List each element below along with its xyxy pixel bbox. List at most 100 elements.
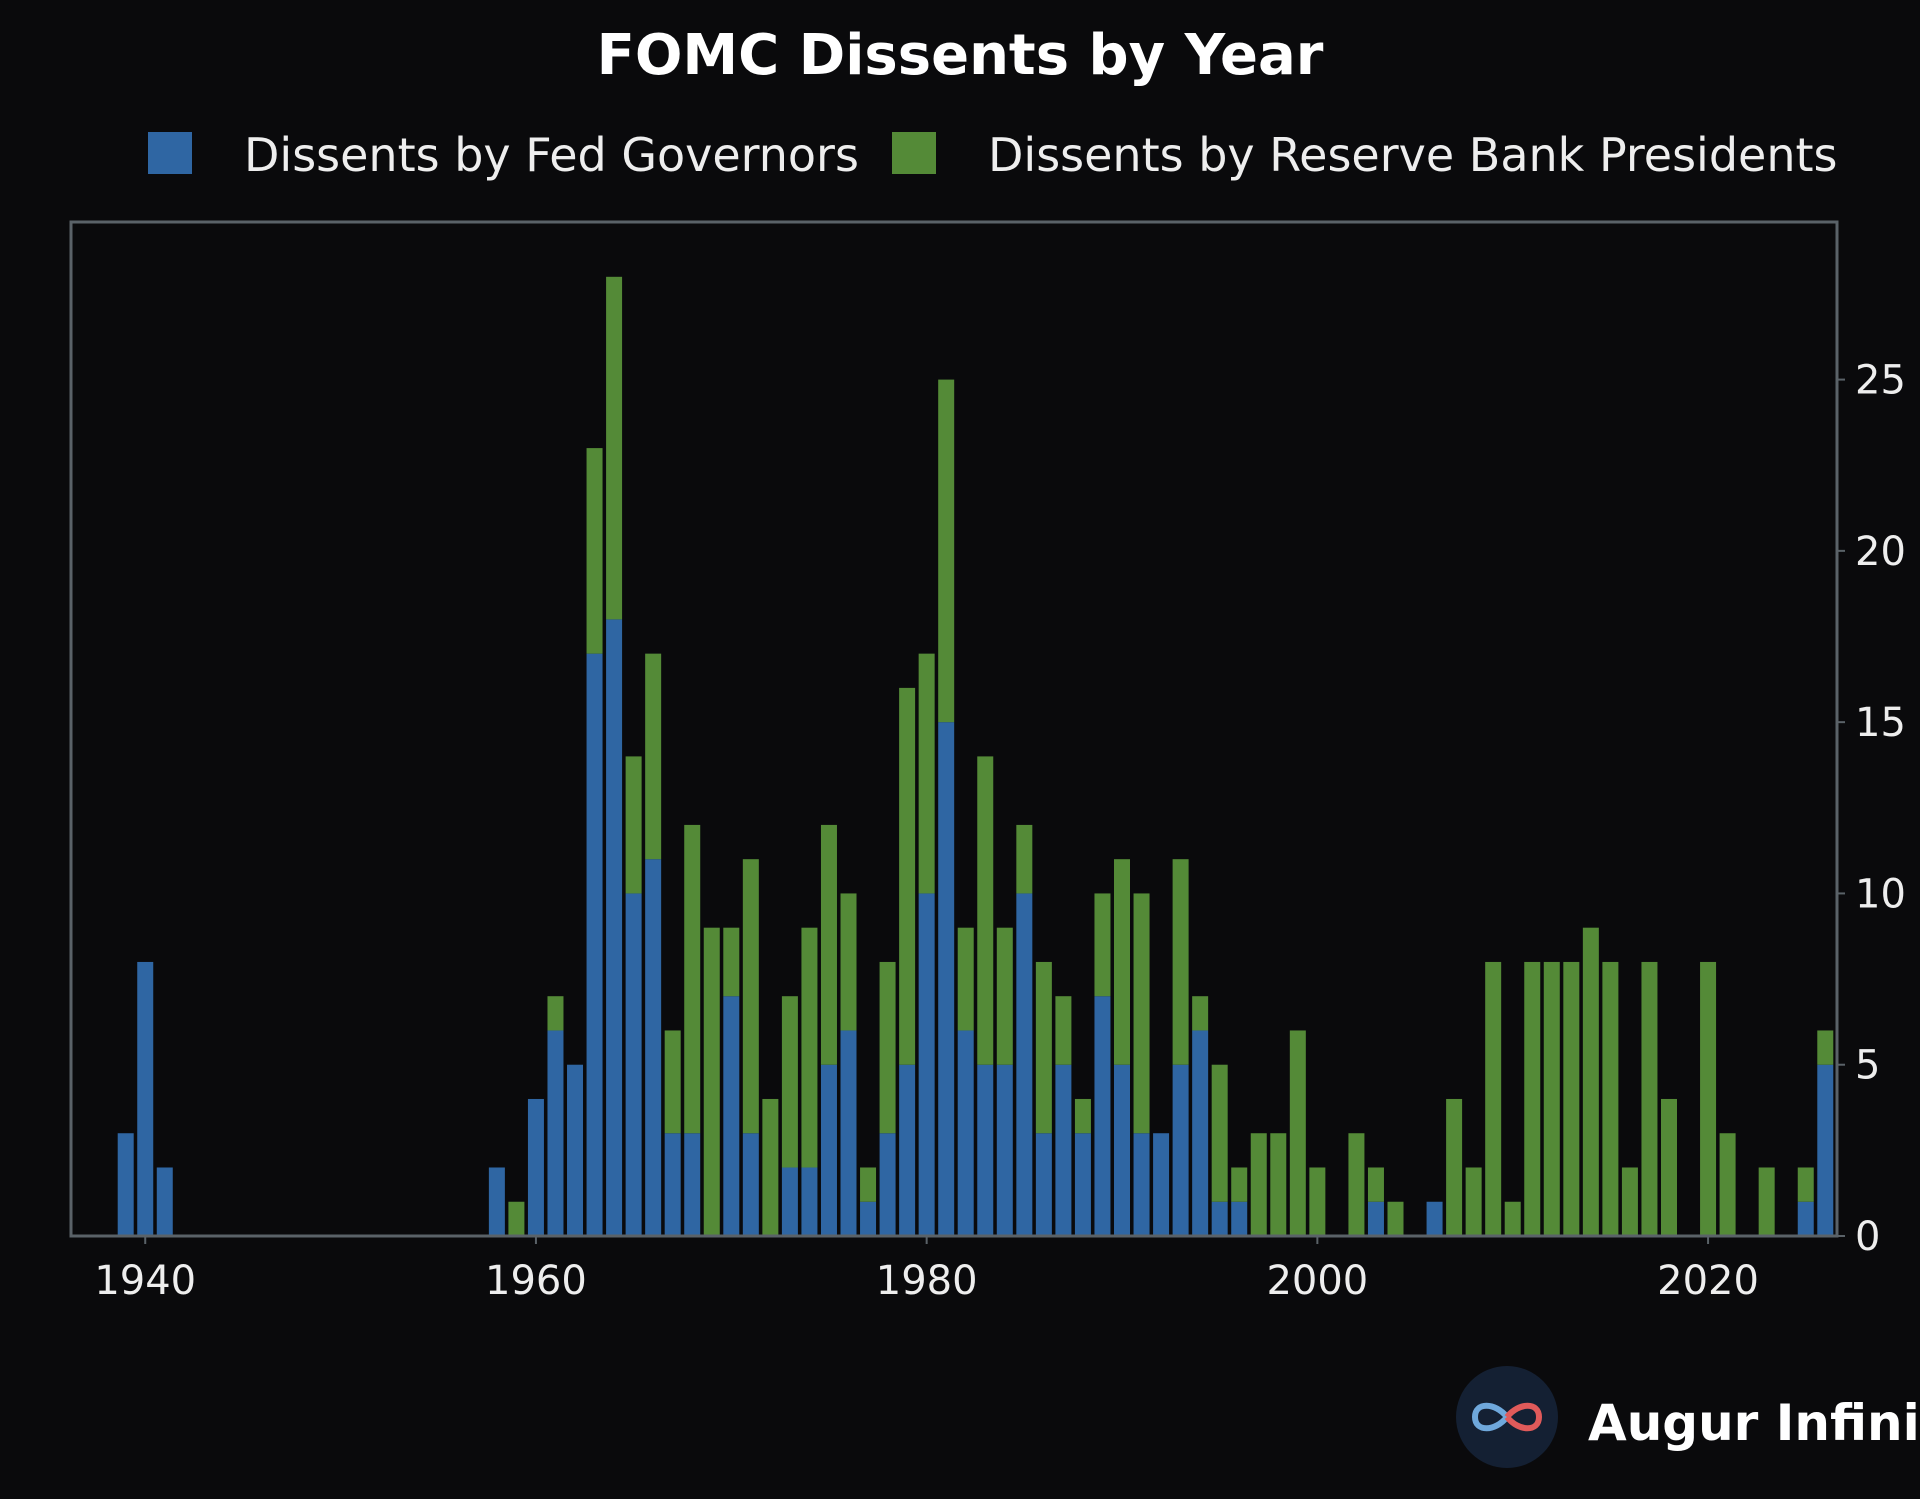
bar-presidents-1959: [508, 1201, 525, 1236]
bar-presidents-2009: [1485, 961, 1502, 1236]
legend-swatch-governors: [148, 132, 192, 174]
bar-governors-1940: [137, 961, 154, 1236]
bar-governors-1984: [996, 1064, 1013, 1236]
bar-presidents-2018: [1660, 1098, 1677, 1236]
bar-presidents-2007: [1446, 1098, 1463, 1236]
bar-governors-1963: [586, 653, 603, 1236]
bar-governors-1995: [1211, 1201, 1228, 1236]
bar-presidents-2014: [1582, 927, 1599, 1236]
bar-governors-1986: [1035, 1133, 1052, 1236]
bar-presidents-2008: [1465, 1167, 1482, 1236]
bar-governors-1962: [567, 1064, 584, 1236]
bar-presidents-2025: [1797, 1167, 1814, 1202]
bar-governors-1979: [899, 1064, 916, 1236]
bar-governors-2003: [1367, 1201, 1384, 1236]
y-axis: 0 5 10 15 20 25: [1837, 358, 1906, 1260]
bar-presidents-2011: [1524, 961, 1541, 1236]
bar-governors-1968: [684, 1133, 701, 1236]
y-tick-label: 20: [1855, 529, 1906, 575]
bar-governors-1939: [117, 1133, 134, 1236]
bar-presidents-1978: [879, 961, 896, 1134]
bar-presidents-1991: [1133, 893, 1150, 1134]
bar-presidents-1965: [625, 756, 642, 894]
bar-governors-2006: [1426, 1201, 1443, 1236]
bar-presidents-2021: [1719, 1133, 1736, 1236]
bar-presidents-2004: [1387, 1201, 1404, 1236]
bar-governors-1976: [840, 1030, 857, 1236]
bar-governors-1978: [879, 1133, 896, 1236]
infinity-logo-icon: [1471, 1402, 1543, 1432]
bar-governors-1964: [606, 619, 623, 1236]
bar-governors-1970: [723, 996, 740, 1236]
bar-presidents-1994: [1192, 996, 1209, 1031]
bar-presidents-1966: [645, 653, 662, 860]
bar-presidents-1968: [684, 824, 701, 1134]
bar-presidents-1981: [938, 379, 955, 723]
bar-governors-1971: [742, 1133, 759, 1236]
bar-presidents-2003: [1367, 1167, 1384, 1202]
y-tick-label: 15: [1855, 700, 1906, 746]
bar-governors-1983: [977, 1064, 994, 1236]
x-tick-label: 2000: [1266, 1258, 1368, 1304]
bar-presidents-1998: [1270, 1133, 1287, 1236]
x-tick-label: 1940: [94, 1258, 196, 1304]
bar-governors-1991: [1133, 1133, 1150, 1236]
bar-governors-1965: [625, 893, 642, 1236]
bar-presidents-1988: [1074, 1098, 1091, 1134]
bar-governors-1958: [488, 1167, 505, 1236]
bar-governors-1993: [1172, 1064, 1189, 1236]
bar-governors-1985: [1016, 893, 1033, 1236]
bar-presidents-1980: [918, 653, 935, 894]
bar-presidents-1973: [781, 996, 798, 1168]
legend-label-presidents: Dissents by Reserve Bank Presidents: [988, 128, 1837, 182]
y-tick-label: 25: [1855, 358, 1906, 404]
bar-presidents-1996: [1231, 1167, 1248, 1202]
bar-presidents-1989: [1094, 893, 1111, 997]
bar-presidents-1986: [1035, 961, 1052, 1134]
bar-presidents-1979: [899, 687, 916, 1065]
bar-governors-1990: [1114, 1064, 1131, 1236]
bar-presidents-1987: [1055, 996, 1072, 1065]
bar-presidents-2015: [1602, 961, 1619, 1236]
bar-presidents-1961: [547, 996, 564, 1031]
legend-label-governors: Dissents by Fed Governors: [244, 128, 859, 182]
bar-presidents-2023: [1758, 1167, 1775, 1236]
bar-governors-1941: [156, 1167, 173, 1236]
bar-presidents-1963: [586, 448, 603, 654]
y-tick-label: 10: [1855, 871, 1906, 917]
bar-presidents-1999: [1289, 1030, 1306, 1236]
bar-presidents-1995: [1211, 1064, 1228, 1202]
x-tick-label: 2020: [1657, 1258, 1759, 1304]
bar-governors-1967: [664, 1133, 681, 1236]
bar-governors-1988: [1074, 1133, 1091, 1236]
bar-governors-1960: [527, 1098, 544, 1236]
y-tick-label: 0: [1855, 1214, 1880, 1260]
bar-presidents-1964: [606, 276, 623, 620]
bar-presidents-1977: [860, 1167, 877, 1202]
bar-governors-2025: [1797, 1201, 1814, 1236]
x-tick-label: 1960: [485, 1258, 587, 1304]
bar-presidents-1997: [1250, 1133, 1267, 1236]
bar-governors-1977: [860, 1201, 877, 1236]
bar-presidents-2026: [1817, 1030, 1834, 1065]
bar-presidents-1974: [801, 927, 818, 1168]
bar-governors-2026: [1817, 1064, 1834, 1236]
bar-presidents-1971: [742, 859, 759, 1134]
chart-title: FOMC Dissents by Year: [597, 23, 1324, 88]
plot-frame: [69, 220, 1839, 1238]
y-tick-label: 5: [1855, 1043, 1880, 1089]
bar-presidents-1993: [1172, 859, 1189, 1065]
bar-governors-1987: [1055, 1064, 1072, 1236]
bar-presidents-2013: [1563, 961, 1580, 1236]
bar-presidents-1969: [703, 927, 720, 1236]
bar-governors-1992: [1153, 1133, 1170, 1236]
legend: Dissents by Fed Governors Dissents by Re…: [148, 128, 1837, 182]
bar-presidents-1983: [977, 756, 994, 1065]
bar-governors-1994: [1192, 1030, 1209, 1236]
bar-presidents-1972: [762, 1098, 779, 1236]
bar-presidents-1975: [820, 824, 837, 1065]
brand-name: Augur Infinity: [1588, 1394, 1920, 1452]
bar-governors-1982: [957, 1030, 974, 1236]
bar-presidents-1990: [1114, 859, 1131, 1065]
